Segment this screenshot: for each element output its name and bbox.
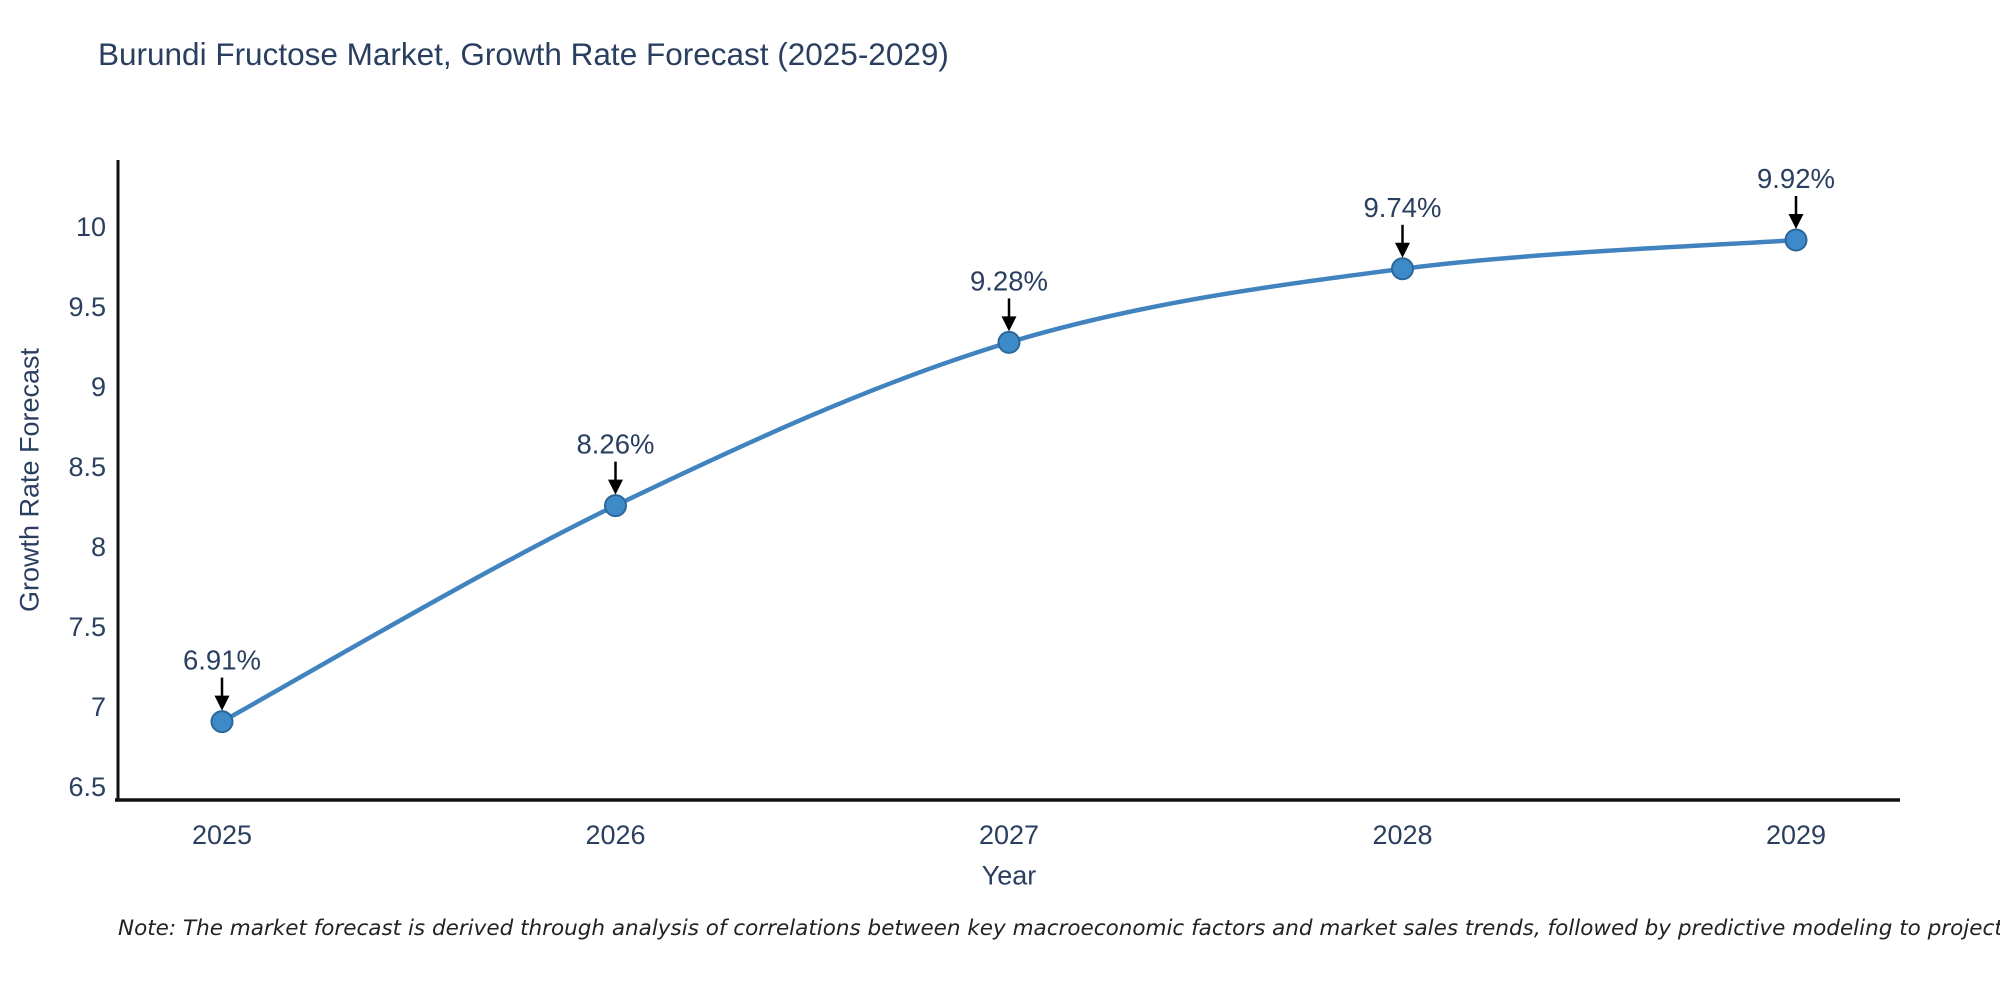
footnote: Note: The market forecast is derived thr… — [118, 916, 2000, 941]
y-tick-label: 7.5 — [68, 612, 106, 642]
data-point — [1784, 228, 1808, 252]
x-tick-label: 2026 — [585, 820, 645, 850]
annotation-arrow-head — [1788, 214, 1804, 229]
y-tick-label: 9.5 — [68, 292, 106, 322]
data-point — [210, 710, 234, 734]
point-label: 9.74% — [1364, 192, 1442, 223]
y-tick-label: 7 — [91, 692, 106, 722]
point-label: 9.92% — [1757, 163, 1835, 194]
chart-title: Burundi Fructose Market, Growth Rate For… — [98, 36, 949, 72]
x-axis-title: Year — [981, 860, 1037, 891]
point-label: 8.26% — [577, 429, 655, 460]
point-label: 6.91% — [183, 645, 261, 676]
annotation-arrow-head — [1395, 242, 1410, 258]
y-tick-label: 9 — [91, 372, 106, 402]
data-point — [1391, 257, 1414, 281]
x-tick-label: 2029 — [1766, 820, 1826, 850]
annotation-arrow-head — [608, 479, 623, 495]
y-tick-label: 8.5 — [68, 452, 106, 482]
x-tick-label: 2027 — [979, 820, 1039, 850]
point-label: 9.28% — [970, 265, 1048, 296]
y-tick-label: 8 — [91, 532, 106, 562]
annotation-arrow-head — [214, 695, 230, 711]
y-tick-label: 10 — [76, 212, 106, 242]
y-tick-label: 6.5 — [68, 772, 106, 802]
data-point — [997, 330, 1021, 354]
data-point — [604, 494, 627, 518]
x-tick-label: 2025 — [192, 820, 252, 850]
annotation-arrow-head — [1001, 316, 1017, 332]
x-tick-label: 2028 — [1372, 820, 1432, 850]
